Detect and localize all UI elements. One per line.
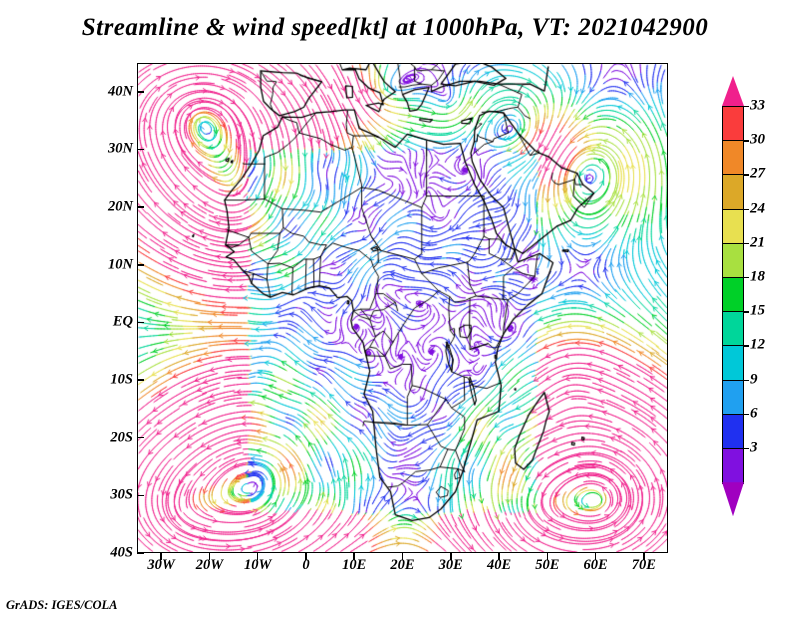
x-axis-tick-mark — [643, 553, 645, 560]
colorbar-tick-label: 21 — [750, 234, 765, 251]
colorbar-over-arrow — [722, 76, 744, 106]
colorbar-tick-label: 24 — [750, 200, 765, 217]
y-axis-tick-mark — [137, 321, 144, 324]
x-axis-tick-mark — [305, 553, 307, 560]
x-axis-tick-mark — [401, 553, 404, 560]
y-axis-tick-mark — [137, 148, 144, 151]
y-axis-tick-label: 10N — [108, 256, 133, 273]
y-axis-tick-label: 30N — [108, 140, 133, 157]
x-axis-tick-mark — [160, 553, 162, 560]
colorbar-tick-label: 27 — [750, 165, 765, 182]
x-axis-tick-label: 40E — [486, 557, 512, 573]
colorbar-tick-label: 6 — [750, 405, 758, 422]
y-axis-tick-label: 40N — [108, 83, 133, 100]
footer-credit: GrADS: IGES/COLA — [6, 598, 118, 612]
colorbar-segment — [722, 208, 744, 245]
colorbar-tick-mark — [744, 311, 749, 313]
x-axis-tick-mark — [208, 553, 211, 560]
x-axis-labels: 30W 20W 10W 0 10E 20E 30E 40E 50E 60E 70E — [137, 557, 668, 579]
colorbar-tick-mark — [744, 106, 749, 108]
y-axis-tick-label: 20S — [110, 429, 133, 446]
colorbar-tick-label: 33 — [750, 97, 765, 114]
colorbar-tick-mark — [744, 448, 749, 450]
colorbar-segment — [722, 311, 744, 347]
x-axis-tick-label: 30E — [438, 557, 463, 573]
colorbar-under-arrow — [722, 482, 744, 517]
colorbar-tick-label: 9 — [750, 371, 758, 388]
x-axis-tick-mark — [498, 553, 500, 560]
x-axis-tick-label: 60E — [583, 557, 608, 573]
x-axis-tick-label: 10W — [243, 557, 272, 573]
colorbar-tick-label: 15 — [750, 302, 765, 319]
page-title: Streamline & wind speed[kt] at 1000hPa, … — [81, 14, 709, 41]
colorbar-tick-label: 12 — [750, 336, 765, 353]
x-axis-tick-mark — [256, 553, 259, 560]
colorbar-tick-mark — [744, 345, 749, 347]
y-axis-tick-mark — [137, 494, 144, 497]
x-axis-tick-label: 20E — [390, 557, 415, 573]
x-axis-tick-label: 50E — [535, 557, 560, 573]
x-axis-tick-label: 10E — [342, 557, 367, 573]
colorbar-segment — [722, 379, 744, 416]
x-axis-tick-label: 70E — [631, 557, 656, 573]
colorbar-tick-mark — [744, 242, 749, 245]
colorbar-tick-mark — [744, 413, 749, 416]
colorbar-segment — [722, 345, 744, 381]
y-axis-tick-mark — [137, 91, 144, 93]
colorbar-segment — [722, 277, 744, 313]
colorbar-segment — [722, 140, 744, 176]
colorbar-tick-label: 30 — [750, 131, 765, 148]
colorbar: 33 30 27 24 21 18 15 12 9 6 3 — [714, 68, 790, 558]
y-axis-tick-mark — [137, 552, 144, 554]
colorbar-tick-mark — [744, 208, 749, 210]
colorbar-tick-mark — [744, 379, 749, 381]
y-axis-tick-mark — [137, 379, 144, 381]
colorbar-tick-mark — [744, 140, 749, 142]
colorbar-segment — [722, 174, 744, 210]
colorbar-tick-label: 18 — [750, 268, 765, 285]
y-axis-tick-mark — [137, 436, 144, 439]
streamline-map-canvas — [138, 64, 667, 552]
x-axis-tick-label: 0 — [302, 557, 310, 573]
y-axis-labels: 40N 30N 20N 10N EQ 10S 20S 30S 40S — [93, 63, 133, 560]
y-axis-tick-label: 30S — [110, 486, 133, 503]
y-axis-tick-label: 10S — [110, 371, 133, 388]
y-axis-tick-label: EQ — [112, 313, 133, 330]
x-axis-tick-mark — [594, 553, 597, 560]
colorbar-segment — [722, 106, 744, 142]
y-axis-tick-label: 40S — [110, 544, 133, 561]
colorbar-tick-label: 3 — [750, 439, 758, 456]
map-plot-area — [137, 63, 668, 553]
colorbar-tick-mark — [744, 174, 749, 176]
colorbar-segment — [722, 242, 744, 279]
x-axis-tick-mark — [546, 553, 549, 560]
colorbar-segment — [722, 448, 744, 484]
x-axis-tick-mark — [353, 553, 356, 560]
x-axis-tick-label: 30W — [147, 557, 175, 573]
x-axis-tick-mark — [449, 553, 452, 560]
colorbar-tick-mark — [744, 277, 749, 279]
y-axis-tick-mark — [137, 206, 144, 208]
y-axis-tick-label: 20N — [108, 198, 133, 215]
x-axis-tick-label: 20W — [195, 557, 224, 573]
colorbar-segment — [722, 413, 744, 450]
y-axis-tick-mark — [137, 263, 144, 266]
